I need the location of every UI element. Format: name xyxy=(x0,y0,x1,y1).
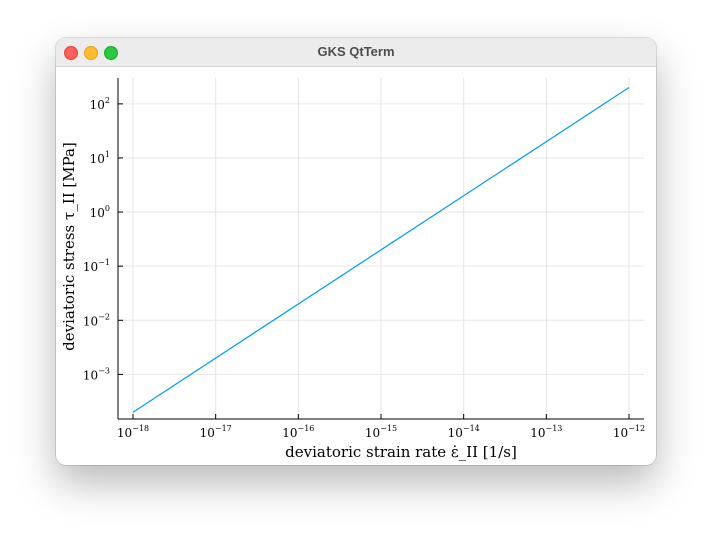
y-tick-label: 102 xyxy=(90,96,110,112)
y-tick-label: 10−1 xyxy=(83,258,110,274)
y-tick-label: 10−3 xyxy=(83,366,110,382)
title-bar: GKS QtTerm xyxy=(56,38,656,67)
x-tick-label: 10−14 xyxy=(448,424,480,440)
window-title: GKS QtTerm xyxy=(317,44,395,59)
zoom-button[interactable] xyxy=(104,46,118,60)
x-tick-label: 10−16 xyxy=(282,424,314,440)
x-axis-label: deviatoric strain rate ε̇_II [1/s] xyxy=(285,443,517,461)
y-tick-label: 100 xyxy=(90,204,110,220)
x-tick-label: 10−17 xyxy=(200,424,232,440)
close-button[interactable] xyxy=(64,46,78,60)
x-tick-label: 10−15 xyxy=(365,424,397,440)
minimize-button[interactable] xyxy=(84,46,98,60)
y-tick-label: 10−2 xyxy=(83,312,110,328)
series-line xyxy=(132,87,630,413)
plot-window: GKS QtTerm 10−18 10−17 10−16 10−15 10−14 10−1… xyxy=(56,38,656,465)
x-tick-label: 10−18 xyxy=(117,424,149,440)
x-tick-label: 10−12 xyxy=(613,424,645,440)
chart: 10−18 10−17 10−16 10−15 10−14 10−13 10−12 10−3 1… xyxy=(60,78,645,461)
x-tick-label: 10−13 xyxy=(530,424,562,440)
y-axis-label: deviatoric stress τ_II [MPa] xyxy=(60,142,78,351)
y-tick-label: 101 xyxy=(90,150,110,166)
